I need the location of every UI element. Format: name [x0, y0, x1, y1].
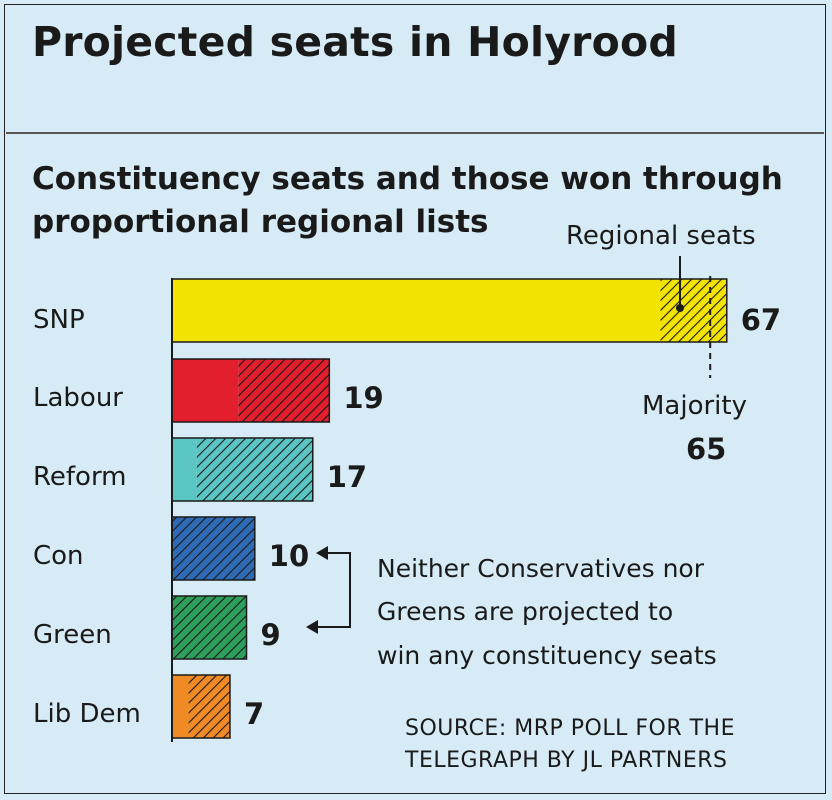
value-label-lib-dem: 7 — [244, 697, 264, 731]
title-divider — [6, 132, 824, 134]
bar-regional-hatch-reform — [196, 438, 313, 501]
value-label-snp: 67 — [741, 303, 781, 337]
bar-constituency-lib-dem — [172, 675, 189, 738]
note-arrow-green — [306, 620, 318, 634]
category-label-labour: Labour — [33, 383, 123, 413]
value-label-reform: 17 — [327, 460, 367, 494]
note-bracket — [312, 552, 351, 628]
chart-subtitle: Constituency seats and those won through… — [32, 158, 792, 244]
note-line-3: win any constituency seats — [377, 641, 717, 670]
bar-constituency-labour — [172, 359, 239, 422]
regional-callout-dot — [676, 304, 684, 312]
chart-title: Projected seats in Holyrood — [32, 18, 678, 66]
bar-regional-hatch-snp — [660, 279, 727, 342]
source-line-1: SOURCE: MRP POLL FOR THE — [405, 716, 735, 741]
bar-regional-hatch-lib-dem — [188, 675, 230, 738]
category-label-snp: SNP — [33, 305, 85, 335]
subtitle-line-2: proportional regional lists — [32, 204, 489, 240]
majority-value: 65 — [686, 432, 726, 466]
value-label-green: 9 — [261, 618, 281, 652]
value-label-con: 10 — [269, 539, 309, 573]
bar-regional-hatch-con — [172, 517, 255, 580]
note-line-2: Greens are projected to — [377, 597, 673, 626]
bar-regional-hatch-labour — [238, 359, 330, 422]
bar-constituency-snp — [172, 279, 661, 342]
category-label-lib-dem: Lib Dem — [33, 699, 141, 729]
regional-seats-label: Regional seats — [566, 221, 756, 251]
bar-constituency-reform — [172, 438, 197, 501]
bar-regional-hatch-green — [172, 596, 247, 659]
note-arrow-con — [316, 546, 328, 560]
category-label-reform: Reform — [33, 462, 127, 492]
subtitle-line-1: Constituency seats and those won through — [32, 161, 783, 197]
value-label-labour: 19 — [343, 381, 383, 415]
category-label-con: Con — [33, 541, 84, 571]
note-line-1: Neither Conservatives nor — [377, 554, 705, 583]
majority-label: Majority — [642, 391, 747, 421]
source-line-2: TELEGRAPH BY JL PARTNERS — [404, 748, 728, 773]
figure-frame — [4, 4, 826, 794]
category-label-green: Green — [33, 620, 112, 650]
